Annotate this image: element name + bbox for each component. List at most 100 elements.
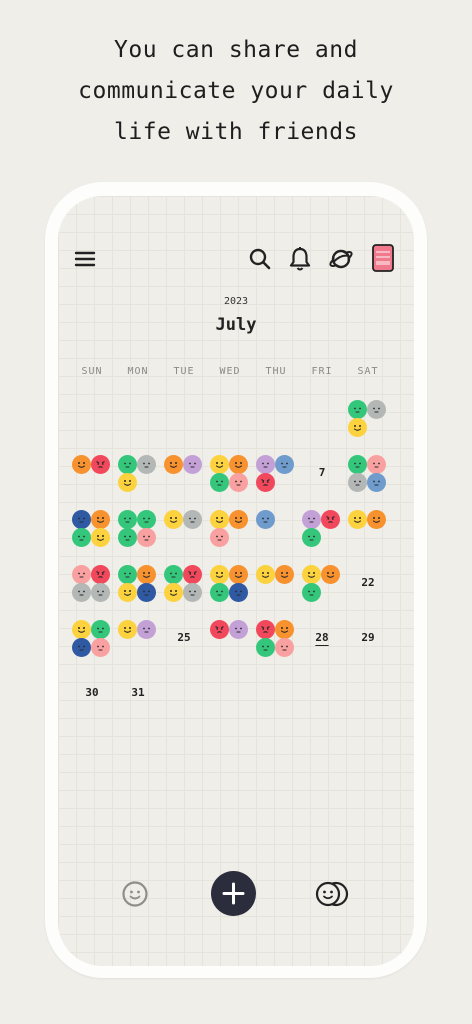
mood-smile-icon: [118, 583, 137, 602]
weekday-label: THU: [265, 366, 287, 377]
day-number: 29: [361, 631, 375, 644]
mood-plain-icon: [210, 473, 229, 492]
day-cell[interactable]: 29: [344, 616, 392, 664]
search-icon[interactable]: [248, 247, 272, 271]
mood-plain-icon: [91, 620, 110, 639]
mood-plain-icon: [72, 565, 91, 584]
bell-icon[interactable]: [288, 246, 312, 272]
day-cell[interactable]: 22: [344, 561, 392, 609]
day-cell[interactable]: 25: [160, 616, 208, 664]
year-label: 2023: [223, 296, 249, 307]
day-cell[interactable]: [114, 616, 162, 664]
day-cell[interactable]: 30: [68, 671, 116, 719]
planet-icon[interactable]: [328, 246, 354, 272]
weekday-label: SAT: [357, 366, 379, 377]
day-cell[interactable]: [252, 561, 300, 609]
mood-smile-icon: [118, 473, 137, 492]
headline-line-2: communicate your daily: [78, 78, 394, 104]
mood-plain-icon: [137, 620, 156, 639]
day-cell[interactable]: [252, 506, 300, 554]
mood-plain-icon: [256, 455, 275, 474]
mood-angry-icon: [256, 620, 275, 639]
day-cell[interactable]: 31: [114, 671, 162, 719]
day-cell[interactable]: [114, 451, 162, 499]
mood-angry-icon: [91, 455, 110, 474]
day-cell[interactable]: [252, 616, 300, 664]
weekday-label: MON: [127, 366, 149, 377]
mood-smile-icon: [321, 565, 340, 584]
day-cell[interactable]: [68, 561, 116, 609]
mood-plain-icon: [367, 473, 386, 492]
day-number: 30: [85, 686, 99, 699]
mood-plain-icon: [348, 455, 367, 474]
app-screen: 2023 July SUN MON TUE WED THU FRI SAT 7 22 2: [58, 196, 414, 966]
mood-plain-icon: [137, 528, 156, 547]
day-cell[interactable]: [114, 506, 162, 554]
day-cell[interactable]: [68, 616, 116, 664]
mood-smile-icon: [229, 510, 248, 529]
mood-plain-icon: [302, 510, 321, 529]
mood-angry-icon: [183, 565, 202, 584]
mood-smile-icon: [275, 620, 294, 639]
day-number: 28: [315, 631, 329, 644]
mood-plain-icon: [275, 455, 294, 474]
day-number: 7: [318, 466, 326, 479]
mood-plain-icon: [229, 583, 248, 602]
day-cell[interactable]: [206, 506, 254, 554]
weekday-label: TUE: [173, 366, 195, 377]
weekday-label: WED: [219, 366, 241, 377]
weekday-label: SUN: [81, 366, 103, 377]
mood-plain-icon: [164, 565, 183, 584]
mood-plain-icon: [229, 620, 248, 639]
mood-smile-icon: [302, 565, 321, 584]
theme-card-icon[interactable]: [372, 244, 394, 272]
day-cell[interactable]: [206, 616, 254, 664]
smiley-icon[interactable]: [121, 880, 149, 908]
mood-plain-icon: [367, 455, 386, 474]
mood-plain-icon: [72, 583, 91, 602]
mood-plain-icon: [118, 455, 137, 474]
day-cell[interactable]: [298, 561, 346, 609]
add-entry-button[interactable]: [211, 871, 256, 916]
day-cell[interactable]: [206, 561, 254, 609]
day-cell[interactable]: 7: [298, 451, 346, 499]
mood-angry-icon: [321, 510, 340, 529]
day-cell[interactable]: [160, 451, 208, 499]
day-cell[interactable]: [68, 506, 116, 554]
friends-icon[interactable]: [314, 879, 352, 909]
headline-line-3: life with friends: [114, 119, 358, 145]
mood-smile-icon: [229, 565, 248, 584]
mood-plain-icon: [91, 638, 110, 657]
mood-plain-icon: [183, 510, 202, 529]
menu-icon[interactable]: [74, 248, 96, 270]
mood-plain-icon: [256, 638, 275, 657]
mood-plain-icon: [210, 528, 229, 547]
mood-angry-icon: [91, 565, 110, 584]
day-cell[interactable]: [344, 506, 392, 554]
day-cell[interactable]: [344, 451, 392, 499]
day-cell[interactable]: [344, 396, 392, 444]
day-cell[interactable]: [68, 451, 116, 499]
mood-plain-icon: [118, 565, 137, 584]
mood-smile-icon: [164, 455, 183, 474]
mood-smile-icon: [72, 455, 91, 474]
mood-plain-icon: [275, 638, 294, 657]
mood-smile-icon: [275, 565, 294, 584]
mood-plain-icon: [256, 510, 275, 529]
mood-plain-icon: [72, 638, 91, 657]
day-cell[interactable]: [252, 451, 300, 499]
day-cell[interactable]: [206, 451, 254, 499]
day-cell[interactable]: [114, 561, 162, 609]
day-number: 22: [361, 576, 375, 589]
day-cell[interactable]: [160, 506, 208, 554]
mood-plain-icon: [183, 583, 202, 602]
mood-plain-icon: [229, 473, 248, 492]
day-cell[interactable]: 28: [298, 616, 346, 664]
mood-smile-icon: [348, 418, 367, 437]
day-cell[interactable]: [160, 561, 208, 609]
plus-icon: [222, 882, 245, 905]
month-title[interactable]: July: [207, 315, 265, 337]
day-cell[interactable]: [298, 506, 346, 554]
mood-plain-icon: [302, 528, 321, 547]
weekday-label: FRI: [311, 366, 333, 377]
